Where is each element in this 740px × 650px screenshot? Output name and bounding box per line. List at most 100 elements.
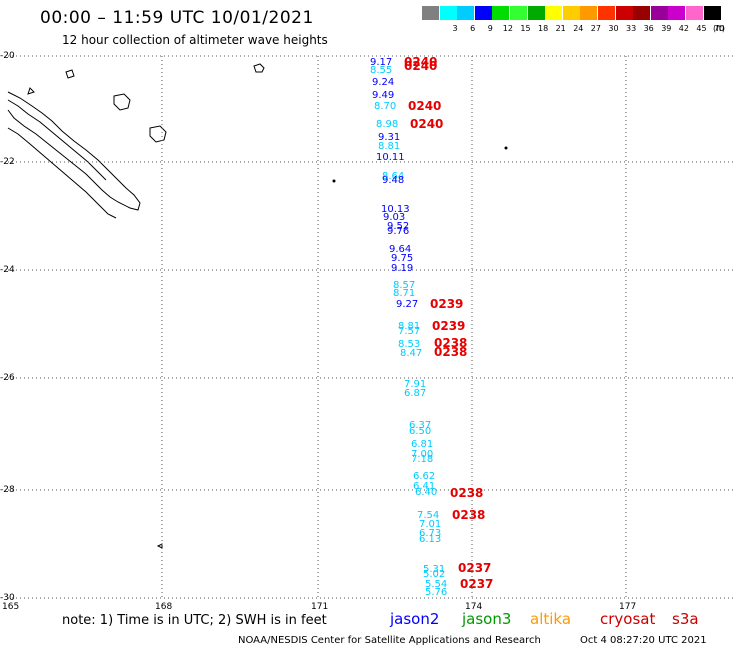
scale-label: 39 [661,24,672,33]
wave-height-value: 8.81 [378,141,401,152]
wave-height-value: 6.62 [413,471,436,482]
scale-label: 42 [678,24,689,33]
lat-label: -26 [0,373,15,383]
wave-height-value: 5.31 [423,564,446,575]
scale-label: 30 [608,24,619,33]
pass-time-label: 0237 [458,561,492,575]
pass-time-label: 0240 [410,117,444,131]
small-islands [332,146,508,183]
scale-swatch [422,6,439,20]
wave-height-value: 9.64 [389,244,412,255]
legend-s3a: s3a [672,610,699,628]
scale-label: 33 [626,24,637,33]
wave-height-value: 6.41 [413,481,436,492]
pass-time-label: 0240 [408,99,442,113]
lat-label: -22 [0,157,15,167]
scale-swatch [457,6,475,20]
pass-time-label: 0238 [452,508,486,522]
wave-height-value: 9.48 [382,175,405,186]
legend-jason3: jason3 [462,610,512,628]
wave-height-value: 7.57 [398,326,421,337]
wave-height-value: 5.02 [423,569,446,580]
wave-height-value: 9.76 [387,226,410,237]
wave-height-value: 6.13 [419,534,442,545]
wave-height-value: 8.47 [400,348,423,359]
pass-time-label: 0238 [450,486,484,500]
lat-label: -24 [0,265,15,275]
wave-height-value: 6.81 [411,439,434,450]
scale-swatch [545,6,563,20]
scale-swatch [580,6,598,20]
pass-time-label: 0238 [434,336,468,350]
scale-swatch [510,6,527,20]
lon-label: 174 [465,602,483,612]
lat-label: -30 [0,593,15,603]
lat-label: -28 [0,485,15,495]
wave-height-value: 7.18 [411,454,434,465]
scale-label: 27 [590,24,601,33]
wave-height-value: 6.40 [415,487,438,498]
scale-swatch [650,6,668,20]
wave-height-value: 10.11 [376,152,405,163]
scale-label: 24 [573,24,584,33]
wave-height-value: 10.13 [381,204,410,215]
scale-swatch [439,6,457,20]
credit-timestamp: Oct 4 08:27:20 UTC 2021 [580,635,707,646]
map-title: 00:00 – 11:59 UTC 10/01/2021 [40,8,314,28]
legend-cryosat: cryosat [600,610,656,628]
scale-label: 45 [696,24,707,33]
wave-height-value: 8.70 [374,101,397,112]
scale-label: 21 [555,24,566,33]
scale-label: 15 [520,24,531,33]
wave-height-value: 8.53 [398,339,421,350]
wave-height-value: 9.49 [372,90,395,101]
wave-height-value: 9.19 [391,263,414,274]
coastline [7,63,265,549]
wave-height-value: 9.17 [370,57,393,68]
scale-label: 6 [470,24,476,33]
pass-time-label: 0237 [460,577,494,591]
scale-swatch [686,6,703,20]
pass-time-label: 0238 [434,345,468,359]
scale-label: 12 [502,24,513,33]
lon-label: 177 [619,602,637,612]
scale-swatch [474,6,492,20]
scale-swatch [527,6,545,20]
wave-height-value: 9.52 [387,221,410,232]
wave-height-value: 8.55 [370,65,393,76]
scale-swatch [492,6,510,20]
wave-height-value: 5.54 [425,579,448,590]
scale-swatch [703,6,721,20]
footnote: note: 1) Time is in UTC; 2) SWH is in fe… [62,613,327,628]
legend-altika: altika [530,610,572,628]
wave-height-value: 9.03 [383,212,406,223]
scale-swatch [615,6,633,20]
lat-label: -20 [0,51,15,61]
wave-height-value: 8.57 [393,280,416,291]
lon-label: 165 [2,602,20,612]
pass-time-label: 0240 [404,55,438,69]
wave-height-value: 9.31 [378,132,401,143]
pass-time-label: 0239 [432,319,466,333]
wave-height-value: 8.98 [376,119,399,130]
wave-height-value: 9.75 [391,253,414,264]
wave-height-value: 7.54 [417,510,440,521]
wave-height-value: 7.00 [411,449,434,460]
scale-swatch [668,6,686,20]
wave-height-value: 9.24 [372,77,395,88]
scale-label: 9 [487,24,493,33]
wave-height-value: 6.87 [404,388,427,399]
lat-lon-grid [8,55,734,599]
wave-height-value: 6.73 [419,528,442,539]
wave-height-value: 6.37 [409,420,432,431]
wave-height-value: 8.81 [398,321,421,332]
lon-label: 171 [311,602,329,612]
scale-swatch [598,6,615,20]
scale-label: 3 [452,24,458,33]
scale-label: 70 [714,24,725,33]
legend-jason2: jason2 [390,610,440,628]
scale-label: 36 [643,24,654,33]
wave-height-value: 6.50 [409,426,432,437]
credit-org: NOAA/NESDIS Center for Satellite Applica… [238,635,541,646]
